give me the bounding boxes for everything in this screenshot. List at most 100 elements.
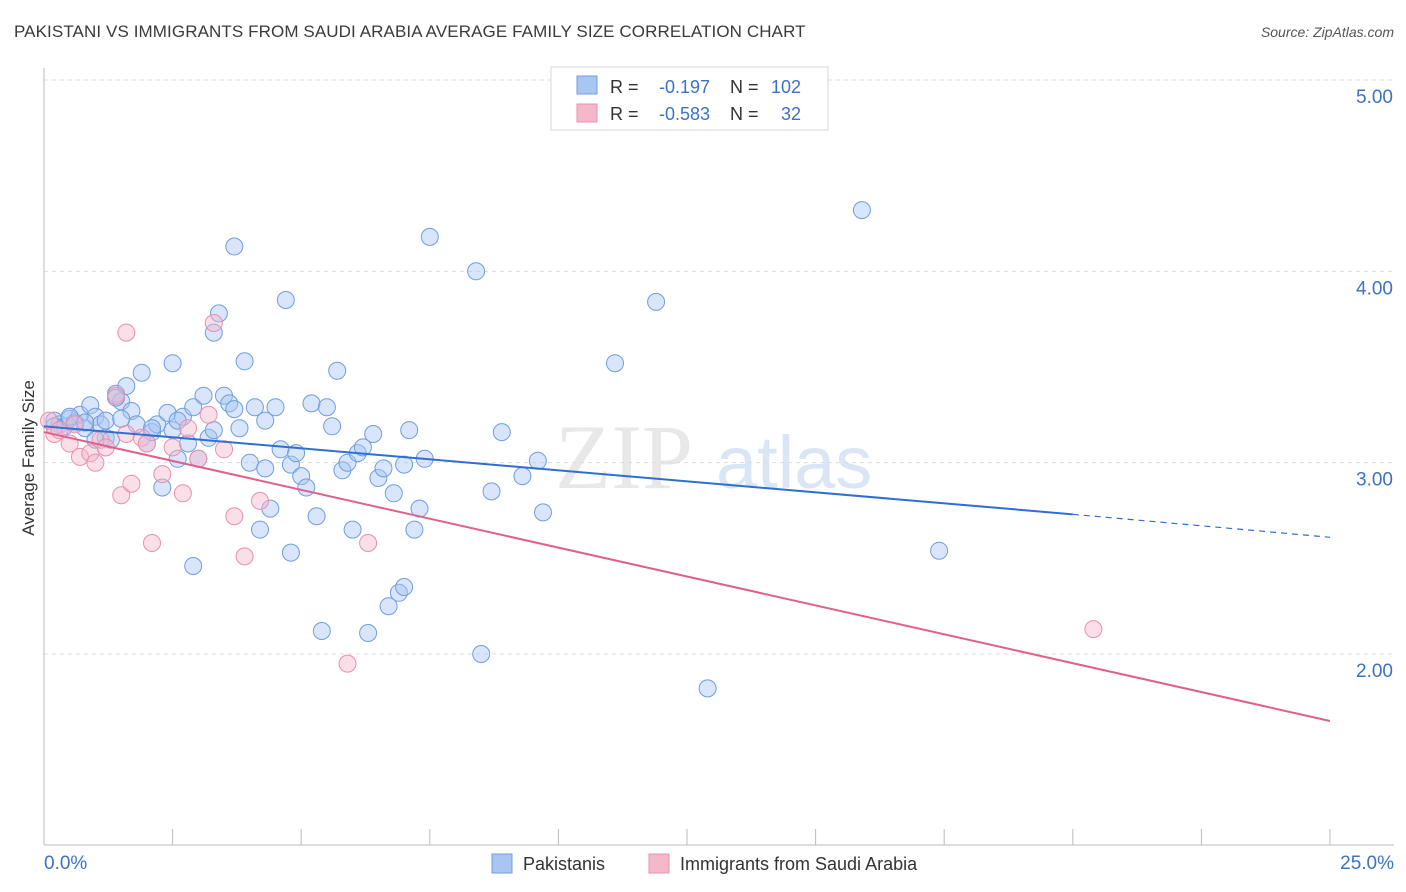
point-pakistanis — [606, 354, 624, 373]
point-pakistanis — [194, 386, 213, 405]
watermark-zip: ZIP — [555, 406, 693, 508]
watermark-atlas: atlas — [716, 421, 872, 504]
y-tick-label: 3.00 — [1356, 470, 1393, 491]
point-pakistanis — [482, 482, 501, 501]
point-pakistanis — [467, 262, 486, 281]
point-pakistanis — [132, 363, 151, 382]
point-pakistanis — [240, 453, 259, 472]
legend-r-value-2: -0.583 — [659, 104, 710, 124]
point-pakistanis — [251, 520, 269, 539]
point-saudi-arabia — [153, 465, 172, 484]
point-saudi-arabia — [137, 434, 156, 453]
point-pakistanis — [235, 352, 254, 371]
point-pakistanis — [328, 361, 347, 380]
point-pakistanis — [158, 403, 177, 422]
point-pakistanis — [256, 459, 275, 478]
point-pakistanis — [513, 467, 532, 486]
point-pakistanis — [220, 394, 239, 413]
point-pakistanis — [122, 402, 141, 420]
point-saudi-arabia — [117, 323, 136, 342]
trend-line-pakistanis-extension — [1072, 513, 1331, 538]
point-pakistanis — [400, 421, 419, 440]
point-pakistanis — [528, 451, 547, 470]
point-pakistanis — [276, 291, 295, 309]
legend-r-value-1: -0.197 — [659, 77, 710, 97]
legend-n-value-2: 32 — [781, 104, 801, 124]
bottom-legend-label-saudi-arabia: Immigrants from Saudi Arabia — [680, 854, 918, 874]
point-pakistanis — [256, 411, 275, 430]
point-saudi-arabia — [338, 654, 357, 673]
legend-r-label-2: R = — [610, 104, 639, 124]
trend-lines — [43, 425, 1331, 722]
series-pakistanis — [45, 201, 949, 698]
point-saudi-arabia — [179, 419, 197, 438]
y-tick-label: 4.00 — [1356, 278, 1393, 299]
point-pakistanis — [379, 597, 398, 616]
bottom-legend-swatch-saudi-arabia — [648, 853, 670, 874]
point-pakistanis — [281, 543, 300, 562]
x-tick-min: 0.0% — [44, 853, 87, 874]
point-pakistanis — [297, 478, 316, 497]
point-pakistanis — [472, 645, 491, 663]
point-pakistanis — [245, 398, 264, 417]
point-saudi-arabia — [122, 474, 141, 493]
point-saudi-arabia — [251, 491, 269, 510]
y-tick-labels: 5.00 4.00 3.00 2.00 — [1356, 87, 1393, 682]
chart-title: PAKISTANI VS IMMIGRANTS FROM SAUDI ARABI… — [14, 22, 806, 41]
point-pakistanis — [359, 624, 378, 642]
y-tick-label: 2.00 — [1356, 661, 1393, 682]
point-pakistanis — [369, 469, 388, 487]
point-pakistanis — [343, 520, 362, 539]
legend-n-value-1: 102 — [771, 77, 801, 97]
point-pakistanis — [364, 425, 383, 443]
point-pakistanis — [420, 227, 439, 246]
point-pakistanis — [384, 484, 403, 503]
point-pakistanis — [204, 421, 223, 440]
point-pakistanis — [647, 292, 666, 311]
point-pakistanis — [405, 520, 424, 539]
point-saudi-arabia — [359, 534, 378, 552]
point-pakistanis — [184, 557, 203, 575]
point-saudi-arabia — [1084, 620, 1103, 639]
point-pakistanis — [96, 411, 115, 430]
point-saudi-arabia — [71, 447, 89, 466]
point-pakistanis — [312, 622, 331, 640]
point-pakistanis — [204, 323, 223, 342]
chart-source: Source: ZipAtlas.com — [1260, 24, 1394, 40]
legend-swatch-pakistanis — [576, 75, 598, 95]
point-pakistanis — [112, 409, 131, 428]
point-pakistanis — [374, 459, 393, 478]
point-saudi-arabia — [107, 386, 125, 405]
point-pakistanis — [225, 237, 244, 256]
point-pakistanis — [209, 304, 228, 323]
point-pakistanis — [163, 354, 182, 373]
trend-line-saudi-arabia — [43, 431, 1331, 722]
point-saudi-arabia — [199, 405, 218, 424]
legend-r-label-1: R = — [610, 77, 639, 97]
legend-n-label-2: N = — [730, 104, 759, 124]
legend-swatch-saudi-arabia — [576, 103, 598, 123]
trend-line-pakistanis — [43, 425, 1073, 516]
point-pakistanis — [292, 467, 311, 486]
legend-n-label-1: N = — [730, 77, 759, 97]
point-pakistanis — [323, 417, 342, 436]
point-pakistanis — [153, 478, 172, 497]
series-immigrants-saudi-arabia — [40, 314, 1103, 673]
point-pakistanis — [230, 419, 249, 438]
y-tick-label: 5.00 — [1356, 87, 1393, 108]
point-pakistanis — [698, 679, 717, 698]
point-pakistanis — [281, 455, 300, 474]
point-pakistanis — [184, 398, 203, 417]
point-saudi-arabia — [225, 507, 244, 526]
point-pakistanis — [168, 411, 187, 430]
point-saudi-arabia — [215, 440, 233, 459]
point-saudi-arabia — [112, 486, 131, 505]
point-pakistanis — [534, 503, 552, 522]
point-pakistanis — [395, 578, 414, 596]
bottom-legend-swatch-pakistanis — [491, 853, 513, 874]
series-legend: Pakistanis Immigrants from Saudi Arabia — [491, 853, 918, 874]
point-pakistanis — [266, 398, 285, 417]
point-saudi-arabia — [235, 547, 254, 566]
correlation-legend: R = -0.197 N = 102 R = -0.583 N = 32 — [550, 66, 829, 131]
